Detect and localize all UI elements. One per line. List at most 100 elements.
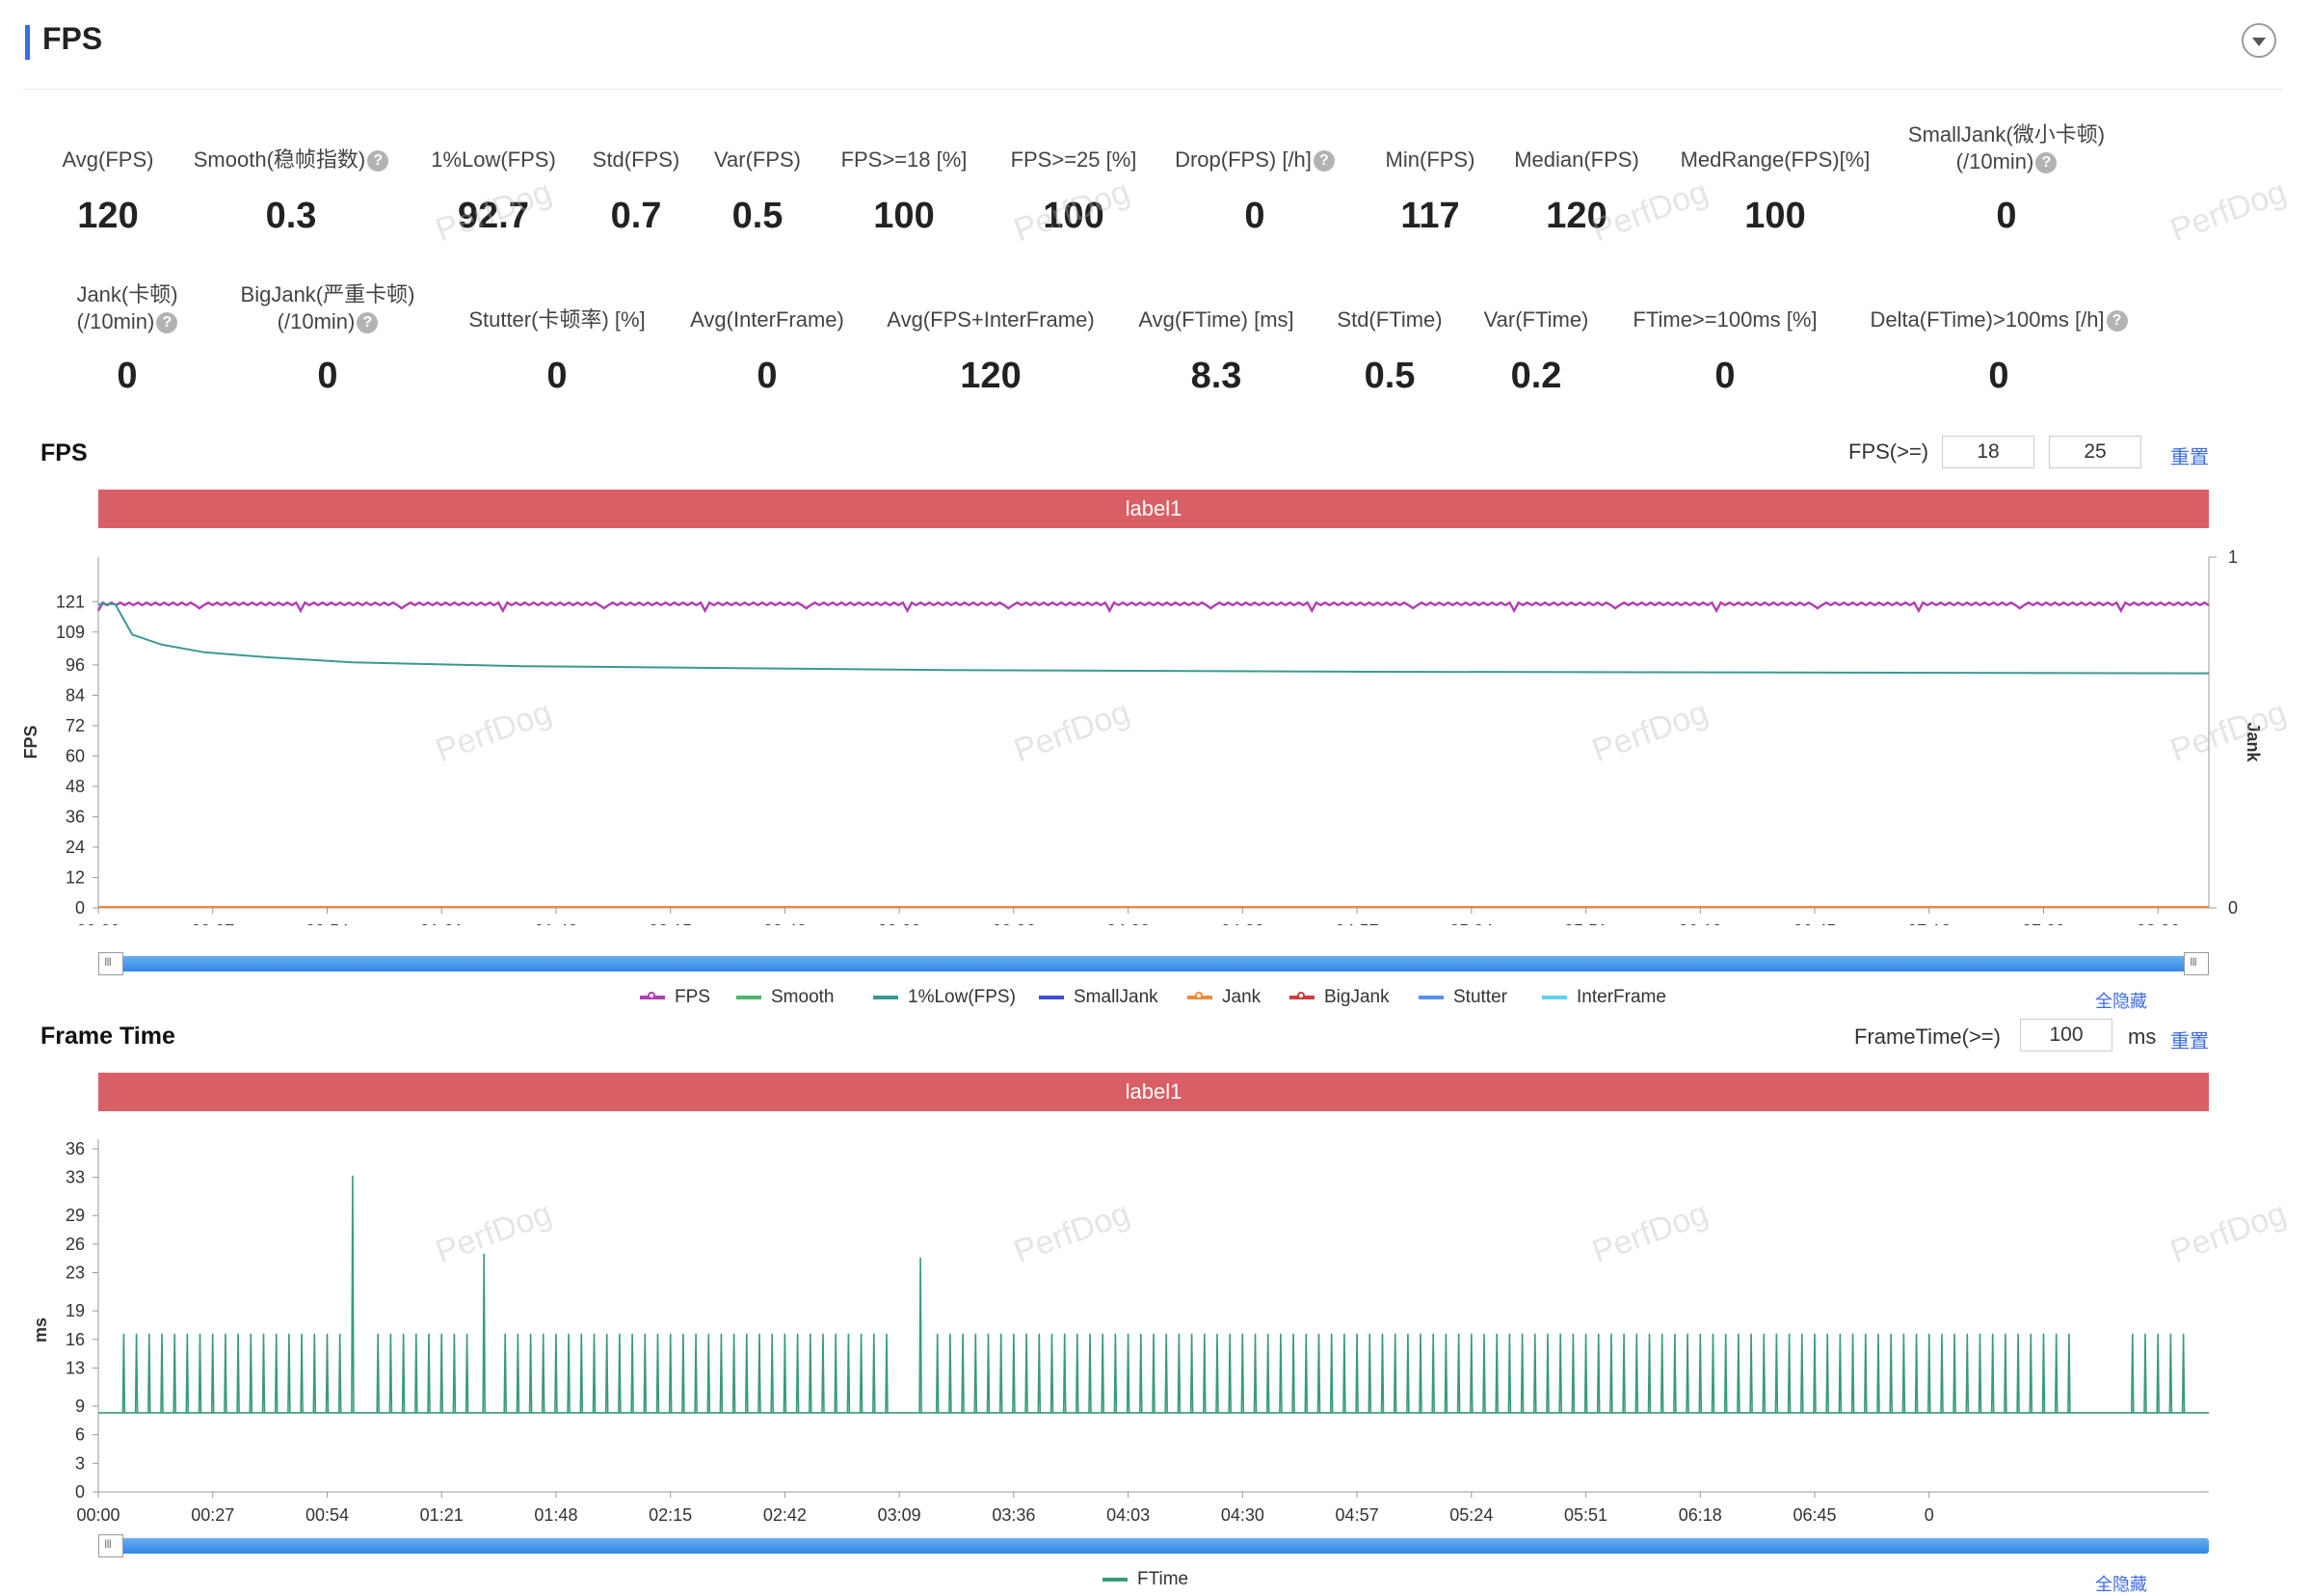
metrics_row1-metric-0: Avg(FPS) 120	[0, 146, 262, 236]
help-icon[interactable]: ?	[156, 312, 178, 334]
fps-threshold-18-input[interactable]: 18	[1942, 436, 2034, 468]
frametime-label-bar[interactable]: label1	[98, 1073, 2209, 1111]
metric-label: Median(FPS)	[1422, 146, 1731, 173]
ftime-series-line	[98, 1175, 2209, 1414]
fps-slider-left-handle[interactable]	[98, 952, 123, 975]
metric-label-text: Avg(FTime) [ms]	[1138, 307, 1294, 332]
metrics_row2-metric-0: Jank(卡顿) (/10min)? 0	[0, 281, 281, 396]
metric-label-unit: (/10min)	[1955, 149, 2034, 173]
ft-y-tick-label: 23	[66, 1264, 85, 1283]
legend-label: Stutter	[1453, 987, 1507, 1007]
ft-x-tick-label: 06:45	[1793, 1505, 1837, 1523]
fps-y2-tick-label: 1	[2228, 547, 2238, 567]
fps-y-tick-label: 12	[66, 867, 85, 887]
metrics_row2-metric-9: Delta(FTime)>100ms [/h]? 0	[1845, 306, 2153, 396]
legend-item-fps[interactable]: FPS	[640, 987, 710, 1008]
legend-item-stutter[interactable]: Stutter	[1419, 987, 1507, 1008]
metric-label: Std(FPS)	[482, 146, 790, 173]
fps-x-tick-label: 06:18	[1679, 921, 1722, 925]
help-icon[interactable]: ?	[1313, 150, 1335, 173]
fps-x-tick-label: 00:00	[76, 921, 120, 925]
metric-value: 0.3	[265, 196, 317, 236]
perfdog-watermark: PerfDog	[1587, 173, 1713, 250]
fps-x-tick-label: 04:57	[1336, 921, 1379, 925]
legend-label: 1%Low(FPS)	[908, 987, 1016, 1007]
metric-label: SmallJank(微小卡顿) (/10min)?	[1852, 121, 2161, 175]
frametime-reset-link[interactable]: 重置	[2170, 1031, 2209, 1052]
fps-slider-track[interactable]	[98, 956, 2209, 971]
fps-x-tick-label: 02:15	[649, 921, 692, 925]
fps-reset-link[interactable]: 重置	[2170, 447, 2209, 468]
metric-label: Min(FPS)	[1276, 146, 1584, 173]
fps-threshold-25-input[interactable]: 25	[2049, 436, 2141, 468]
fps-label-bar[interactable]: label1	[98, 490, 2209, 528]
fps-x-tick-label: 07:39	[2022, 921, 2065, 925]
metric-label: Var(FTime)	[1382, 306, 1690, 333]
ft-x-tick-label: 00:27	[191, 1505, 234, 1523]
fps-x-tick-label: 02:42	[763, 921, 807, 925]
metric-label: Avg(FPS)	[0, 146, 262, 173]
help-icon[interactable]: ?	[367, 150, 389, 173]
metric-label-text: MedRange(FPS)[%]	[1680, 147, 1871, 172]
legend-item-1lowfps[interactable]: 1%Low(FPS)	[873, 987, 1016, 1008]
fps-time-slider[interactable]	[98, 952, 2209, 975]
ft-y-tick-label: 13	[66, 1358, 85, 1377]
fps-x-tick-label: 00:27	[191, 921, 234, 925]
frametime-threshold-label: FrameTime(>=)	[1854, 1024, 2001, 1049]
metric-value: 120	[960, 356, 1022, 396]
fps-y-tick-label: 48	[66, 777, 85, 796]
legend-item-ftime[interactable]: FTime	[1102, 1569, 1188, 1590]
legend-swatch	[873, 995, 898, 999]
metric-label-text: Avg(InterFrame)	[690, 307, 844, 332]
frametime-slider-left-handle[interactable]	[98, 1534, 123, 1557]
metric-value: 120	[77, 196, 139, 236]
legend-item-jank[interactable]: Jank	[1187, 987, 1261, 1008]
metric-label: BigJank(严重卡顿) (/10min)?	[173, 281, 482, 335]
fps-y-tick-label: 109	[56, 623, 85, 642]
metric-label: Avg(FTime) [ms]	[1062, 306, 1370, 333]
frametime-unit-label: ms	[2128, 1024, 2157, 1049]
ft-y-tick-label: 33	[66, 1168, 85, 1187]
frametime-slider-track[interactable]	[98, 1538, 2209, 1554]
legend-item-interframe[interactable]: InterFrame	[1542, 987, 1666, 1008]
fps-y2-tick-label: 0	[2228, 898, 2238, 918]
frametime-time-slider[interactable]	[98, 1534, 2209, 1557]
frametime-hide-all-link[interactable]: 全隐藏	[2095, 1575, 2147, 1594]
ft-x-tick-label: 01:48	[534, 1505, 577, 1523]
metric-label-text: BigJank(严重卡顿)	[240, 282, 415, 306]
ft-y-tick-label: 29	[66, 1206, 85, 1225]
ft-y-tick-label: 9	[75, 1396, 85, 1416]
legend-item-smalljank[interactable]: SmallJank	[1039, 987, 1158, 1008]
fps-y-tick-label: 24	[66, 838, 85, 857]
metric-label: FTime>=100ms [%]	[1571, 306, 1879, 333]
fps-x-tick-label: 03:36	[992, 921, 1035, 925]
ft-x-tick-label: 00:54	[305, 1505, 349, 1523]
metric-label: 1%Low(FPS)	[339, 146, 648, 173]
legend-label: Jank	[1222, 987, 1262, 1007]
fps-series-line	[96, 600, 2210, 614]
ft-x-tick-label: 06:18	[1679, 1505, 1722, 1523]
legend-item-smooth[interactable]: Smooth	[736, 987, 834, 1008]
ft-y-tick-label: 36	[66, 1139, 85, 1158]
fps-y-tick-label: 60	[66, 746, 85, 765]
metric-value: 0	[757, 356, 778, 396]
ft-x-tick-label: 01:21	[420, 1505, 464, 1523]
ft-x-tick-label: 02:15	[649, 1505, 692, 1523]
ftime-legend-label: FTime	[1137, 1569, 1189, 1589]
fps-hide-all-link[interactable]: 全隐藏	[2095, 992, 2147, 1011]
collapse-toggle-icon[interactable]	[2242, 23, 2276, 58]
title-accent-bar	[25, 25, 30, 60]
metric-value: 100	[1744, 196, 1806, 236]
help-icon[interactable]: ?	[2106, 310, 2128, 332]
fps-slider-right-handle[interactable]	[2184, 952, 2209, 975]
fps-x-tick-label: 07:12	[1907, 921, 1951, 925]
help-icon[interactable]: ?	[2035, 152, 2058, 174]
metric-label-text: Jank(卡顿)	[76, 282, 178, 306]
ft-y-tick-label: 3	[75, 1453, 85, 1473]
ft-x-tick-label: 05:24	[1449, 1505, 1493, 1523]
frametime-threshold-input[interactable]: 100	[2020, 1019, 2112, 1051]
metric-label: Delta(FTime)>100ms [/h]?	[1845, 306, 2153, 333]
help-icon[interactable]: ?	[357, 312, 379, 334]
legend-item-bigjank[interactable]: BigJank	[1289, 987, 1390, 1008]
